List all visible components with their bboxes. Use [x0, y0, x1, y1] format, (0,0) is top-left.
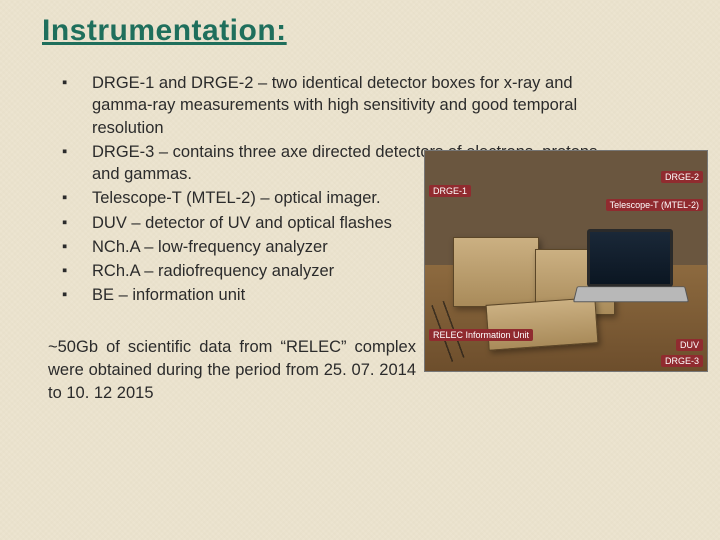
photo-laptop-screen: [587, 229, 673, 287]
photo-label: DUV: [676, 339, 703, 351]
list-item: DRGE-1 and DRGE-2 – two identical detect…: [62, 72, 622, 139]
photo-label: RELEC Information Unit: [429, 329, 533, 341]
photo-label: DRGE-3: [661, 355, 703, 367]
photo-label: DRGE-1: [429, 185, 471, 197]
photo-label: Telescope-T (MTEL-2): [606, 199, 703, 211]
photo-box: [453, 237, 539, 307]
photo-box: [486, 297, 599, 351]
photo-label: DRGE-2: [661, 171, 703, 183]
photo-laptop-base: [573, 286, 689, 302]
slide-title: Instrumentation:: [42, 14, 287, 48]
summary-paragraph: ~50Gb of scientific data from “RELEC” co…: [48, 336, 416, 404]
equipment-photo: DRGE-1 RELEC Information Unit DRGE-2 Tel…: [424, 150, 708, 372]
